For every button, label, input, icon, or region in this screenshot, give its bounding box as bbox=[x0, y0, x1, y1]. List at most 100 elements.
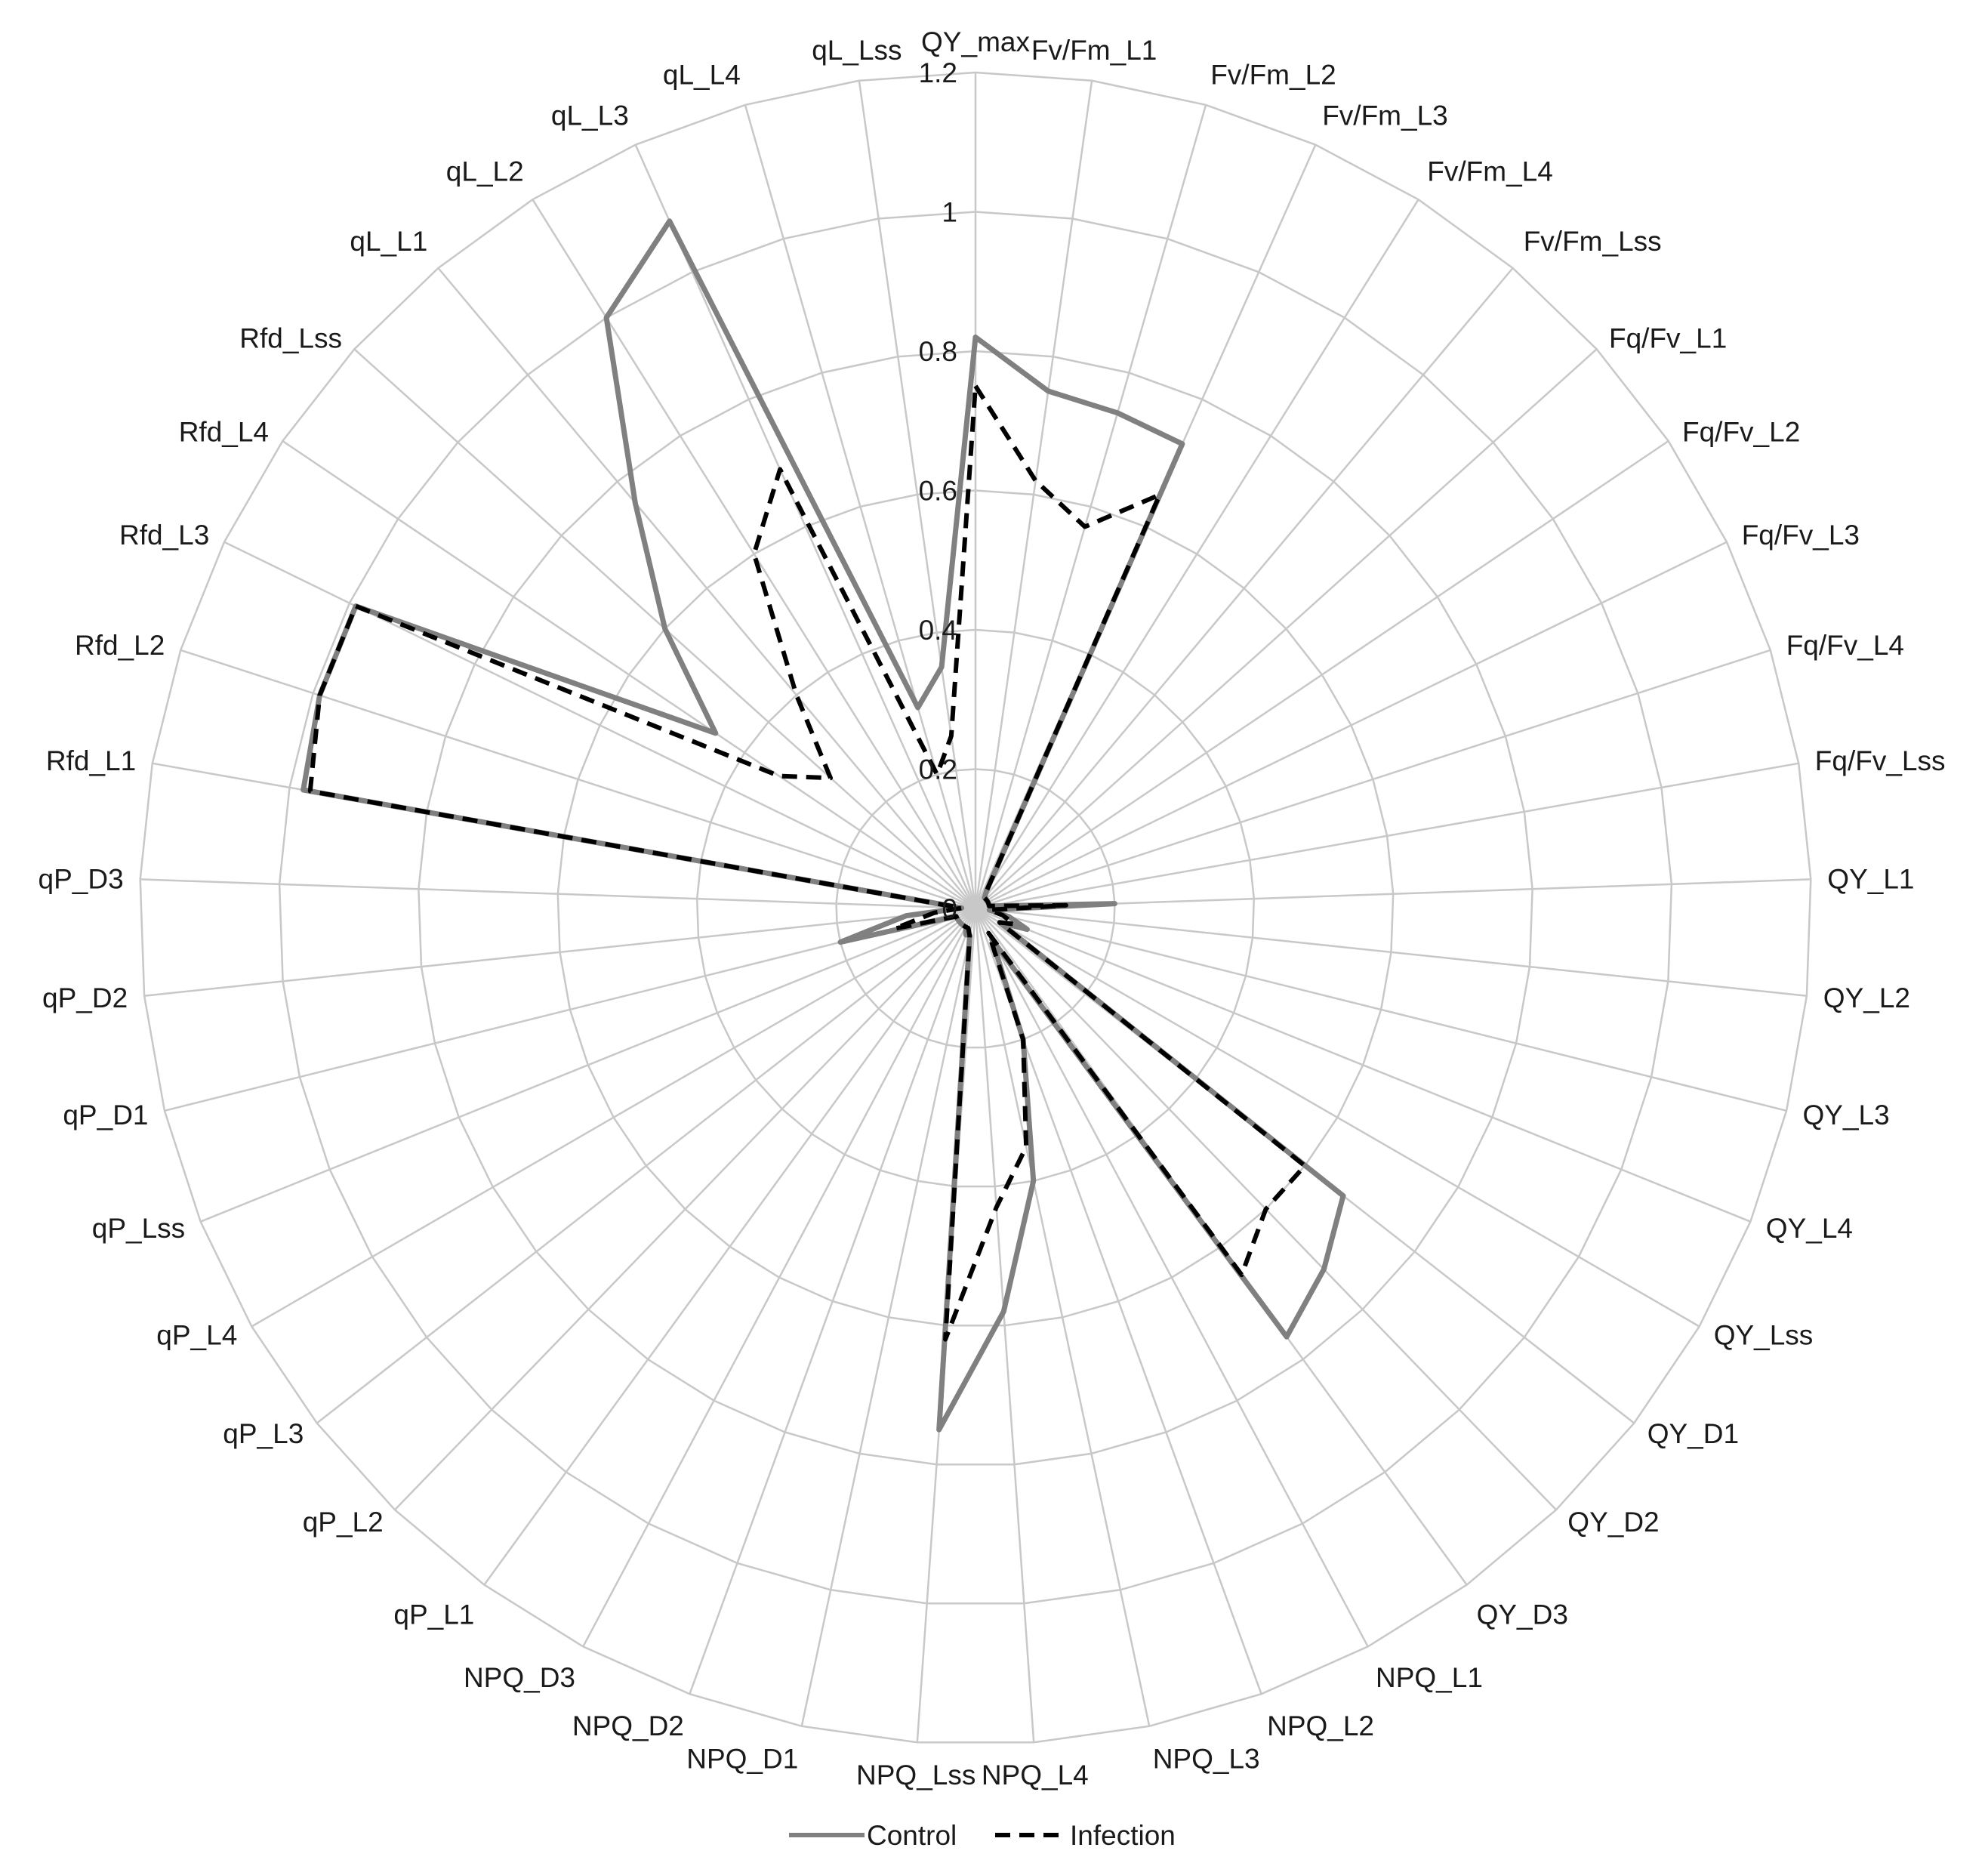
category-labels: QY_max Fv/Fm_L1 Fv/Fm_L2 Fv/Fm_L3 Fv/Fm_L4 Fv… bbox=[39, 26, 1946, 1791]
spoke bbox=[143, 907, 976, 997]
category-label: qL_L2 bbox=[446, 156, 524, 187]
series-lines bbox=[301, 218, 1346, 1433]
category-label: Fv/Fm_L4 bbox=[1427, 156, 1553, 187]
grid-ring bbox=[278, 211, 1673, 1605]
spoke bbox=[975, 907, 1787, 1112]
category-label: QY_max bbox=[921, 26, 1030, 57]
tick-label: 1 bbox=[942, 197, 957, 228]
category-label: qP_L1 bbox=[393, 1599, 474, 1630]
category-label: Fq/Fv_L1 bbox=[1609, 323, 1727, 354]
spoke bbox=[974, 104, 1207, 909]
category-label: Fv/Fm_Lss bbox=[1524, 226, 1662, 257]
spoke bbox=[974, 908, 1369, 1647]
spoke bbox=[975, 907, 1751, 1223]
category-label: QY_L1 bbox=[1827, 864, 1914, 895]
category-label: Fv/Fm_L1 bbox=[1031, 35, 1157, 66]
series-control-line bbox=[301, 218, 1346, 1433]
category-label: qL_Lss bbox=[812, 35, 902, 66]
tick-label: 0 bbox=[942, 893, 957, 924]
spoke bbox=[200, 907, 976, 1223]
spoke bbox=[140, 878, 976, 910]
spoke bbox=[975, 440, 1669, 910]
spoke bbox=[858, 80, 977, 909]
series-infection-line bbox=[307, 384, 1308, 1342]
spoke bbox=[800, 908, 977, 1727]
spoke bbox=[975, 267, 1514, 909]
category-label: QY_D2 bbox=[1567, 1507, 1659, 1538]
category-label: Fq/Fv_Lss bbox=[1815, 745, 1946, 776]
category-label: QY_L2 bbox=[1823, 982, 1910, 1013]
category-label: NPQ_D1 bbox=[686, 1743, 798, 1774]
category-label: NPQ_D2 bbox=[572, 1710, 684, 1741]
spoke bbox=[483, 908, 977, 1586]
category-label: qP_D2 bbox=[42, 982, 128, 1013]
category-label: QY_D3 bbox=[1477, 1599, 1568, 1630]
spoke bbox=[180, 649, 976, 910]
category-label: NPQ_Lss bbox=[856, 1760, 976, 1791]
spoke bbox=[223, 541, 976, 910]
category-label: qP_Lss bbox=[92, 1213, 185, 1244]
category-label: Rfd_L1 bbox=[46, 745, 136, 776]
tick-label: 0.2 bbox=[919, 754, 957, 785]
spoke bbox=[437, 267, 976, 909]
legend-infection-label: Infection bbox=[1070, 1820, 1176, 1851]
spoke bbox=[975, 907, 1700, 1328]
category-label: qP_L3 bbox=[223, 1418, 304, 1449]
category-label: Fv/Fm_L2 bbox=[1210, 60, 1336, 91]
grid-ring bbox=[418, 350, 1533, 1466]
spoke bbox=[975, 907, 1808, 997]
category-label: Fv/Fm_L3 bbox=[1322, 100, 1448, 131]
category-label: qL_L4 bbox=[663, 60, 741, 91]
tick-label: 1.2 bbox=[919, 57, 957, 88]
spoke bbox=[744, 104, 977, 909]
tick-label: 0.8 bbox=[919, 336, 957, 367]
spoke bbox=[582, 908, 977, 1647]
category-label: Fq/Fv_L3 bbox=[1742, 520, 1860, 551]
category-label: qP_L4 bbox=[156, 1320, 237, 1351]
tick-label: 0.4 bbox=[919, 615, 957, 646]
spoke bbox=[974, 908, 1151, 1727]
grid-ring bbox=[139, 71, 1812, 1744]
category-label: Rfd_Lss bbox=[239, 323, 342, 354]
spoke bbox=[316, 908, 976, 1424]
spoke bbox=[975, 348, 1598, 909]
category-label: QY_L4 bbox=[1766, 1213, 1853, 1244]
spoke bbox=[975, 649, 1771, 910]
legend: Control Infection bbox=[789, 1820, 1176, 1851]
spoke bbox=[974, 908, 1035, 1743]
category-label: qL_L1 bbox=[350, 226, 427, 257]
category-label: NPQ_L4 bbox=[982, 1760, 1089, 1791]
category-label: NPQ_L1 bbox=[1376, 1662, 1483, 1693]
legend-control-label: Control bbox=[867, 1820, 957, 1851]
spoke bbox=[282, 440, 976, 910]
grid bbox=[139, 71, 1812, 1744]
category-label: Fq/Fv_L2 bbox=[1682, 417, 1800, 448]
spoke bbox=[634, 144, 977, 909]
spoke bbox=[394, 908, 976, 1511]
spoke bbox=[975, 541, 1728, 910]
category-label: Rfd_L2 bbox=[75, 630, 165, 661]
spoke bbox=[532, 199, 977, 909]
category-label: Rfd_L4 bbox=[179, 417, 269, 448]
category-label: QY_Lss bbox=[1714, 1320, 1814, 1351]
spoke bbox=[689, 908, 977, 1695]
spoke bbox=[974, 80, 1093, 909]
grid-ring bbox=[835, 768, 1116, 1049]
grid-ring bbox=[695, 628, 1256, 1188]
category-label: QY_D1 bbox=[1647, 1418, 1739, 1449]
category-label: Rfd_L3 bbox=[119, 520, 209, 551]
spokes bbox=[140, 72, 1811, 1743]
category-label: NPQ_D3 bbox=[464, 1662, 575, 1693]
category-label: qP_L2 bbox=[303, 1507, 384, 1538]
spoke bbox=[975, 762, 1799, 910]
category-label: NPQ_L3 bbox=[1153, 1743, 1260, 1774]
tick-label: 0.6 bbox=[919, 476, 957, 507]
category-label: qL_L3 bbox=[551, 100, 629, 131]
category-label: qP_D1 bbox=[63, 1100, 148, 1130]
spoke bbox=[974, 199, 1419, 909]
category-label: QY_L3 bbox=[1803, 1100, 1890, 1130]
category-label: NPQ_L2 bbox=[1267, 1710, 1374, 1741]
category-label: qP_D3 bbox=[39, 864, 124, 895]
